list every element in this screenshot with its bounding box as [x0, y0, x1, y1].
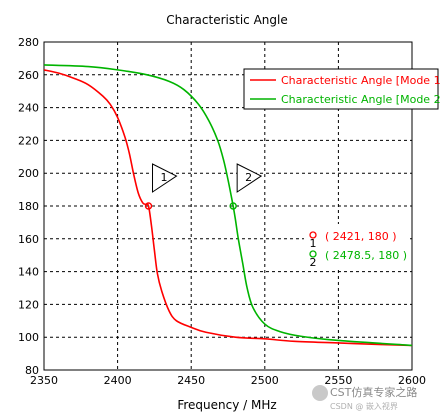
marker-readout-icon-2 [309, 250, 317, 258]
marker-readout-box [304, 224, 410, 270]
legend: Characteristic Angle [Mode 1] Characteri… [243, 68, 440, 110]
legend-box [243, 68, 439, 110]
y-tick-label: 160 [18, 233, 39, 246]
legend-label-mode1: Characteristic Angle [Mode 1] [281, 74, 440, 87]
series-line-mode2 [44, 64, 412, 347]
y-tick-label: 200 [18, 167, 39, 180]
marker-flag-label-2: 2 [245, 171, 252, 184]
marker-readout: 1 ( 2421, 180 ) 2 ( 2478.5, 180 ) [304, 224, 410, 270]
x-tick-label: 2600 [398, 374, 426, 387]
watermark-logo-icon [312, 385, 328, 401]
series-line-mode1 [44, 69, 412, 347]
y-tick-label: 140 [18, 266, 39, 279]
y-tick-label: 280 [18, 36, 39, 49]
legend-label-mode2: Characteristic Angle [Mode 2] [281, 93, 440, 106]
watermark-sub: CSDN @ 嵌入视界 [330, 402, 398, 411]
marker-point-2 [229, 202, 237, 210]
y-tick-label: 120 [18, 298, 39, 311]
y-tick-label: 260 [18, 69, 39, 82]
marker-flag-2 [236, 163, 263, 193]
tick-labels: 2350 2400 2450 2500 2550 2600 80 100 120 140 160 18… [18, 36, 426, 387]
x-tick-label: 2350 [30, 374, 58, 387]
marker-flag-1 [152, 163, 178, 193]
x-tick-label: 2450 [177, 374, 205, 387]
y-tick-label: 80 [25, 364, 39, 377]
y-tick-label: 220 [18, 134, 39, 147]
marker-readout-value-1: ( 2421, 180 ) [325, 230, 397, 243]
watermark: CST仿真专家之路 CSDN @ 嵌入视界 [312, 384, 438, 412]
x-tick-label: 2550 [324, 374, 352, 387]
y-tick-label: 100 [18, 331, 39, 344]
marker-readout-icon-1 [309, 231, 317, 239]
y-tick-label: 240 [18, 102, 39, 115]
watermark-text: CST仿真专家之路 [330, 386, 418, 399]
marker-readout-value-2: ( 2478.5, 180 ) [325, 249, 407, 262]
x-axis-label: Frequency / MHz [177, 398, 276, 412]
marker-flag-label-1: 1 [161, 171, 168, 184]
chart-title: Characteristic Angle [166, 13, 287, 27]
series-lines [44, 64, 412, 347]
marker-point-1 [144, 202, 153, 210]
x-tick-label: 2400 [104, 374, 132, 387]
marker-readout-id-1: 1 [310, 237, 317, 250]
marker-readout-id-2: 2 [310, 256, 317, 269]
y-tick-label: 180 [18, 200, 39, 213]
x-tick-label: 2500 [251, 374, 279, 387]
